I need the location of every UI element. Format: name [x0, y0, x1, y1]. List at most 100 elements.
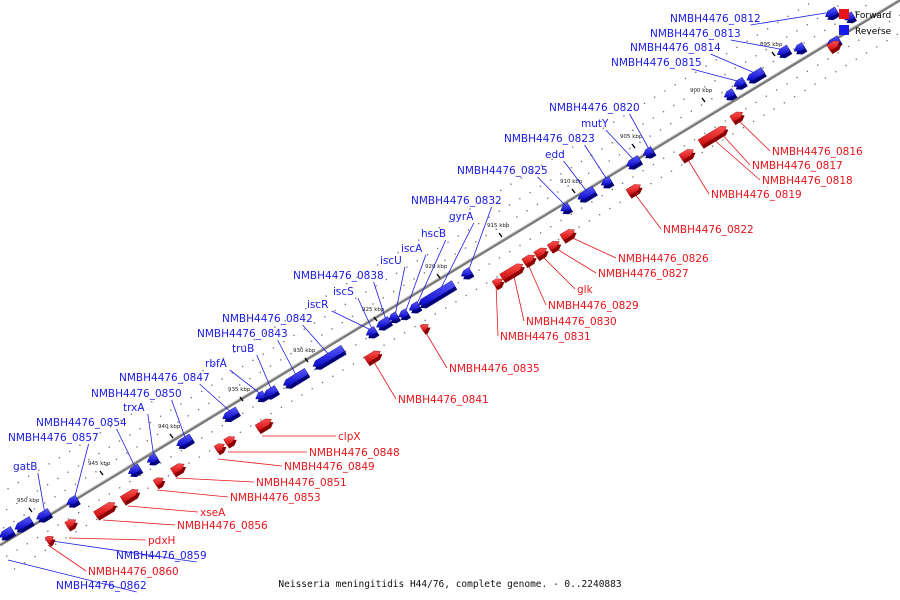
reverse-gene-label: NMBH4476_0823 — [504, 133, 595, 145]
track-dot — [208, 450, 211, 452]
track-dot — [578, 226, 580, 228]
track-dot — [650, 182, 652, 185]
scale-tick-label: 940 kbp — [158, 424, 181, 430]
forward-gene — [254, 418, 274, 435]
track-dot — [406, 266, 408, 268]
track-dot — [211, 384, 213, 386]
track-dot — [188, 462, 190, 464]
track-dot — [762, 67, 764, 69]
forward-gene-label: NMBH4476_0835 — [449, 363, 540, 375]
track-dot — [222, 357, 225, 359]
track-dot — [868, 33, 870, 35]
track-dot — [99, 432, 102, 434]
leader-line — [256, 354, 273, 392]
track-dot — [17, 481, 19, 484]
track-dot — [85, 524, 88, 527]
track-dot — [27, 475, 30, 477]
reverse-gene — [0, 526, 17, 541]
track-dot — [519, 244, 521, 247]
legend-reverse-swatch — [839, 25, 849, 35]
forward-gene-label: NMBH4476_0827 — [598, 268, 689, 280]
track-dot — [794, 95, 796, 98]
track-dot — [426, 254, 429, 256]
track-dot — [588, 220, 591, 222]
reverse-gene-label: NMBH4476_0847 — [119, 372, 210, 384]
forward-gene-label: pdxH — [148, 535, 175, 547]
reverse-gene — [733, 76, 748, 90]
reverse-gene-label: iscR — [307, 299, 328, 311]
leader-line — [565, 234, 617, 259]
track-dot — [649, 135, 651, 137]
forward-gene-label: xseA — [200, 507, 226, 519]
track-dot — [806, 24, 808, 26]
track-dot — [670, 123, 672, 125]
forward-gene-label: NMBH4476_0856 — [177, 520, 268, 532]
track-dot — [136, 446, 138, 448]
track-dot — [139, 428, 141, 430]
track-dot — [305, 307, 307, 310]
reverse-gene-label: NMBH4476_0850 — [91, 388, 182, 400]
track-dot — [190, 396, 193, 399]
track-dot — [362, 357, 365, 359]
forward-gene — [152, 477, 166, 490]
track-dot — [375, 285, 377, 287]
track-dot — [457, 235, 459, 237]
track-dot — [560, 173, 562, 175]
forward-gene — [521, 254, 537, 269]
track-dot — [865, 52, 868, 54]
legend: Forward Reverse — [839, 9, 892, 37]
track-dot — [632, 129, 634, 132]
track-dot — [396, 272, 398, 274]
track-dot — [239, 384, 241, 386]
track-dot — [681, 164, 683, 166]
track-dot — [824, 77, 827, 79]
track-dot — [488, 216, 490, 219]
track-dot — [629, 147, 631, 150]
leader-line — [404, 254, 427, 314]
reverse-gene — [312, 344, 347, 370]
track-dot — [582, 140, 584, 142]
reverse-gene-label: trxA — [123, 402, 145, 414]
leader-line — [147, 413, 155, 459]
track-dot — [116, 506, 118, 508]
leader-line — [127, 505, 199, 513]
track-dot — [496, 276, 498, 278]
track-dot — [725, 53, 728, 55]
legend-forward-label: Forward — [855, 11, 891, 21]
forward-gene-label: NMBH4476_0851 — [256, 477, 347, 489]
track-dot — [354, 297, 357, 299]
leader-line — [116, 428, 137, 470]
reverse-gene — [263, 385, 281, 400]
track-dot — [242, 412, 244, 414]
forward-gene — [363, 350, 383, 367]
track-dot — [310, 340, 313, 342]
track-dot — [510, 183, 512, 185]
track-dot — [724, 73, 726, 76]
track-dot — [6, 555, 8, 557]
track-dot — [806, 70, 809, 72]
track-dot — [264, 332, 266, 335]
scale-tick-mark — [28, 507, 33, 513]
forward-gene — [559, 229, 577, 244]
track-dot — [44, 549, 46, 552]
leader-line — [68, 537, 147, 541]
track-dot — [33, 508, 36, 510]
track-dot — [212, 363, 214, 366]
track-dot — [526, 210, 528, 212]
scale-tick-mark — [631, 143, 636, 149]
track-dot — [352, 363, 354, 365]
track-dot — [886, 40, 888, 42]
track-dot — [365, 291, 367, 293]
track-dot — [700, 104, 703, 106]
forward-gene-label: NMBH4476_0848 — [309, 447, 400, 459]
track-dot — [580, 160, 583, 163]
track-dot — [746, 40, 748, 42]
reverse-gene — [376, 316, 394, 331]
track-dot — [539, 232, 542, 234]
track-dot — [57, 524, 59, 526]
forward-gene-label: glk — [577, 284, 594, 296]
track-dot — [777, 21, 779, 24]
forward-gene — [729, 111, 745, 126]
track-dot — [797, 9, 800, 11]
